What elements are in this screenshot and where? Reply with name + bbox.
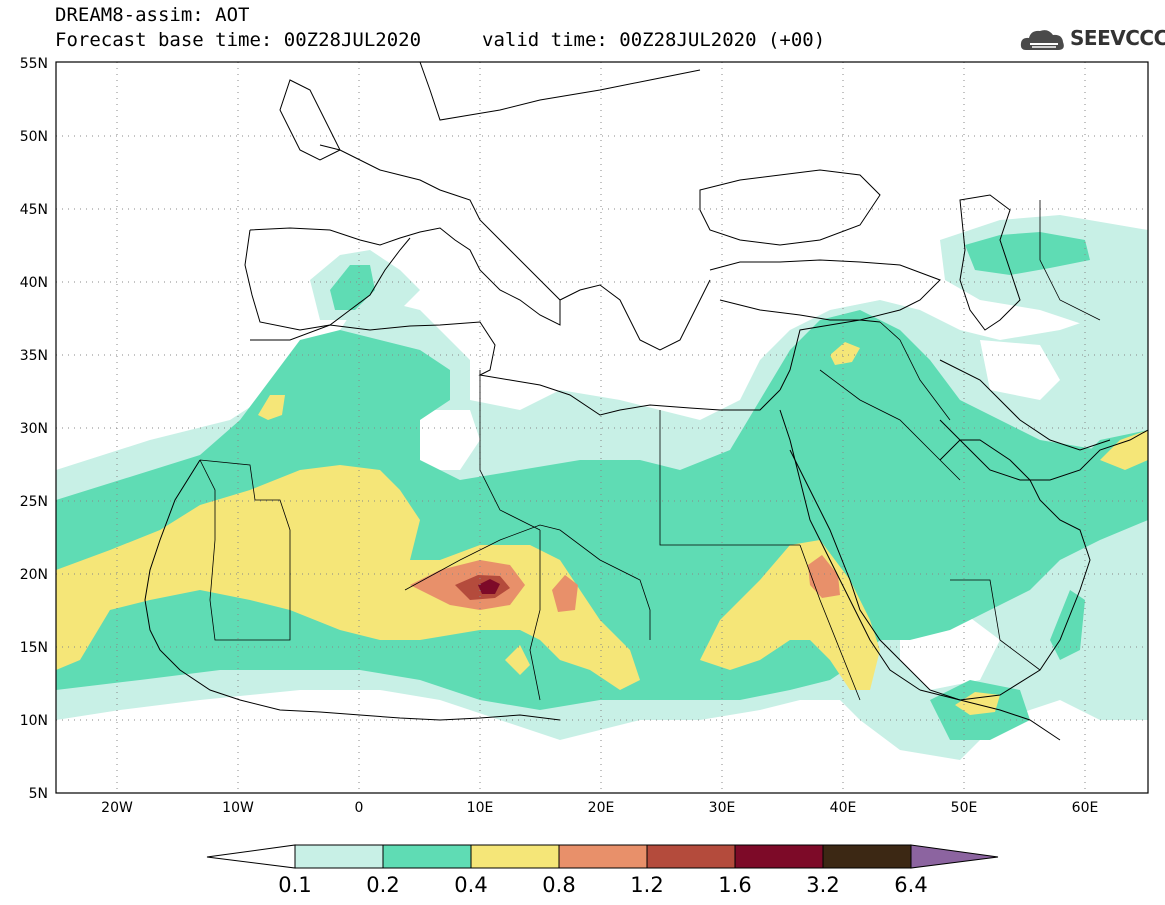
colorbar-segment (382, 844, 472, 869)
colorbar-label: 6.4 (894, 873, 927, 897)
lon-label: 0 (355, 800, 364, 816)
lon-label: 40E (830, 800, 857, 816)
aot-band-1.6 (478, 579, 500, 594)
lon-axis: 20W 10W 0 10E 20E 30E 40E 50E 60E (101, 800, 1098, 816)
aot-band-0.8-redsea (808, 555, 840, 598)
logo-text: SEEVCCC (1070, 26, 1165, 50)
lat-label: 5N (29, 786, 48, 802)
colorbar-segment (558, 844, 648, 869)
colorbar-segment (646, 844, 736, 869)
colorbar-label: 0.4 (454, 873, 487, 897)
lat-label: 55N (20, 56, 48, 72)
lon-label: 10W (222, 800, 254, 816)
graticule (56, 62, 1148, 793)
lon-label: 20E (588, 800, 615, 816)
aot-field (56, 215, 1148, 760)
lat-label: 50N (20, 129, 48, 145)
aot-band-0.4-yemen (955, 692, 1000, 715)
aot-band-0.4-pakistan (1100, 430, 1148, 470)
colorbar-label: 1.6 (718, 873, 751, 897)
lat-label: 40N (20, 275, 48, 291)
aot-band-0.2-caspian (965, 232, 1090, 275)
colorbar-label: 1.2 (630, 873, 663, 897)
borders (199, 200, 1101, 701)
colorbar-segment-below (206, 844, 296, 869)
lat-label: 10N (20, 713, 48, 729)
cloud-icon (1020, 30, 1064, 50)
colorbar-segment-above (910, 844, 999, 869)
colorbar-segment (470, 844, 560, 869)
lat-label: 25N (20, 494, 48, 510)
map-title: DREAM8-assim: AOT (55, 4, 250, 26)
lon-label: 30E (709, 800, 736, 816)
coastlines (144, 62, 1148, 741)
colorbar-segment (294, 844, 384, 869)
lon-label: 20W (101, 800, 133, 816)
aot-band-0.4-morocco (258, 395, 285, 420)
lat-axis: 5N 10N 15N 20N 25N 30N 35N 40N 45N 50N 5… (20, 56, 48, 802)
colorbar-label: 0.8 (542, 873, 575, 897)
colorbar-label: 0.1 (278, 873, 311, 897)
aot-band-0.8-chad (552, 575, 578, 612)
lon-label: 10E (467, 800, 494, 816)
colorbar: 0.1 0.2 0.4 0.8 1.2 1.6 3.2 6.4 (206, 844, 999, 897)
colorbar-segment (822, 844, 912, 869)
lat-label: 30N (20, 421, 48, 437)
aot-band-0.1-north (940, 215, 1148, 330)
lat-label: 35N (20, 348, 48, 364)
colorbar-segment (734, 844, 824, 869)
aot-band-0.4-syria (830, 342, 860, 365)
forecast-base-time: Forecast base time: 00Z28JUL2020 (55, 29, 422, 51)
lon-label: 50E (951, 800, 978, 816)
lat-label: 45N (20, 202, 48, 218)
aot-band-0.2-iberia (330, 265, 375, 310)
colorbar-label: 0.2 (366, 873, 399, 897)
colorbar-label: 3.2 (806, 873, 839, 897)
aot-band-0.4 (56, 465, 640, 690)
valid-time: valid time: 00Z28JUL2020 (+00) (482, 29, 826, 51)
lon-label: 60E (1072, 800, 1099, 816)
lat-label: 15N (20, 640, 48, 656)
lat-label: 20N (20, 567, 48, 583)
aot-band-0.4-chad (505, 645, 530, 675)
